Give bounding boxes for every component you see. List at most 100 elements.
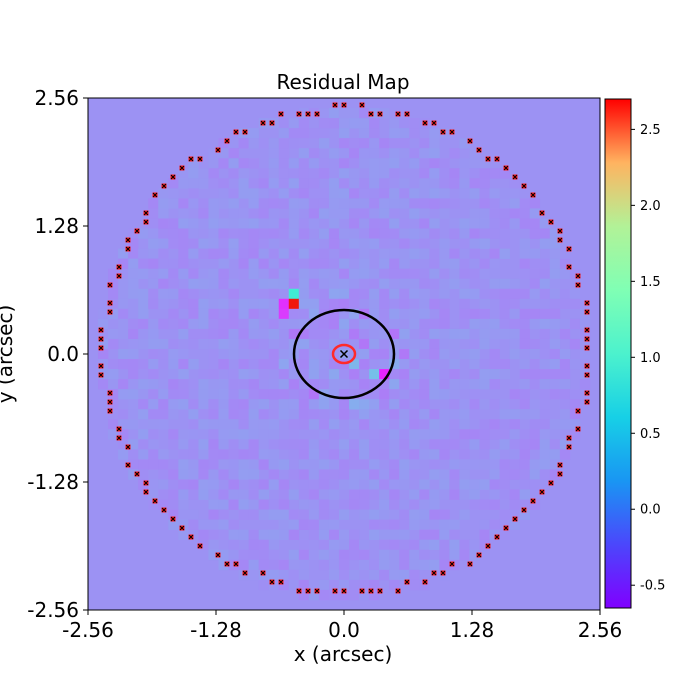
heatmap-pixel bbox=[238, 318, 249, 330]
heatmap-pixel bbox=[128, 369, 139, 380]
heatmap-pixel bbox=[278, 308, 290, 320]
heatmap-pixel bbox=[228, 228, 239, 239]
heatmap-pixel bbox=[228, 318, 239, 330]
heatmap-pixel bbox=[439, 549, 450, 561]
heatmap-pixel bbox=[248, 399, 259, 410]
heatmap-pixel bbox=[198, 489, 209, 500]
heatmap-pixel bbox=[188, 248, 199, 259]
heatmap-pixel bbox=[419, 379, 430, 390]
heatmap-pixel bbox=[509, 348, 520, 360]
heatmap-pixel bbox=[529, 429, 541, 440]
heatmap-pixel bbox=[148, 409, 159, 420]
heatmap-pixel bbox=[549, 228, 561, 239]
heatmap-pixel bbox=[238, 218, 249, 229]
heatmap-pixel bbox=[399, 348, 410, 360]
heatmap-pixel bbox=[268, 248, 280, 259]
heatmap-pixel bbox=[549, 268, 561, 280]
heatmap-pixel bbox=[278, 268, 290, 280]
border-marker-cross bbox=[278, 579, 284, 585]
heatmap-pixel bbox=[359, 539, 370, 551]
border-marker-cross bbox=[242, 129, 248, 135]
heatmap-pixels bbox=[88, 98, 600, 610]
heatmap-pixel bbox=[349, 318, 360, 330]
heatmap-pixel bbox=[258, 178, 270, 189]
heatmap-pixel bbox=[369, 389, 380, 400]
heatmap-pixel bbox=[489, 228, 500, 239]
heatmap-pixel bbox=[349, 178, 360, 189]
heatmap-pixel bbox=[409, 118, 420, 129]
heatmap-pixel bbox=[248, 459, 259, 470]
heatmap-pixel bbox=[349, 238, 360, 249]
heatmap-pixel bbox=[389, 228, 400, 239]
heatmap-pixel bbox=[238, 379, 249, 390]
heatmap-pixel bbox=[108, 409, 119, 420]
heatmap-pixel bbox=[409, 459, 420, 470]
border-marker-cross bbox=[467, 138, 473, 144]
heatmap-pixel bbox=[308, 409, 320, 420]
heatmap-pixel bbox=[509, 419, 520, 430]
border-marker-cross bbox=[341, 102, 347, 108]
heatmap-pixel bbox=[379, 318, 390, 330]
heatmap-pixel bbox=[519, 238, 531, 249]
heatmap-pixel bbox=[529, 298, 541, 310]
heatmap-pixel bbox=[459, 539, 470, 551]
heatmap-pixel bbox=[469, 308, 480, 320]
border-marker-cross bbox=[197, 543, 203, 549]
heatmap-pixel bbox=[349, 198, 360, 209]
heatmap-pixel bbox=[479, 238, 490, 249]
heatmap-pixel bbox=[128, 379, 139, 390]
heatmap-pixel bbox=[449, 559, 460, 571]
heatmap-pixel bbox=[218, 178, 229, 189]
heatmap-pixel bbox=[379, 569, 390, 581]
heatmap-pixel bbox=[168, 318, 179, 330]
heatmap-pixel bbox=[298, 559, 310, 571]
heatmap-pixel bbox=[268, 198, 280, 209]
heatmap-pixel bbox=[499, 328, 510, 340]
heatmap-pixel bbox=[258, 369, 270, 380]
heatmap-pixel bbox=[399, 228, 410, 239]
heatmap-pixel bbox=[248, 389, 259, 400]
border-marker-cross bbox=[107, 282, 113, 288]
x-axis-label: x (arcsec) bbox=[294, 642, 393, 666]
heatmap-pixel bbox=[359, 178, 370, 189]
heatmap-pixel bbox=[379, 539, 390, 551]
heatmap-pixel bbox=[379, 228, 390, 239]
heatmap-pixel bbox=[519, 218, 531, 229]
heatmap-pixel bbox=[449, 248, 460, 259]
heatmap-pixel bbox=[268, 138, 280, 149]
heatmap-pixel bbox=[328, 449, 340, 460]
heatmap-pixel bbox=[399, 509, 410, 520]
heatmap-pixel bbox=[489, 499, 500, 510]
heatmap-pixel bbox=[389, 449, 400, 460]
heatmap-pixel bbox=[288, 529, 300, 541]
border-marker-cross bbox=[440, 570, 446, 576]
heatmap-pixel bbox=[379, 258, 390, 269]
heatmap-pixel bbox=[248, 529, 259, 541]
heatmap-pixel bbox=[158, 359, 169, 370]
heatmap-pixel bbox=[479, 439, 490, 450]
heatmap-pixel bbox=[218, 429, 229, 440]
heatmap-pixel bbox=[338, 148, 350, 159]
heatmap-pixel bbox=[419, 338, 430, 350]
heatmap-pixel bbox=[298, 479, 310, 490]
heatmap-pixel bbox=[238, 509, 249, 520]
heatmap-pixel bbox=[389, 429, 400, 440]
heatmap-pixel bbox=[359, 399, 370, 410]
heatmap-pixel bbox=[328, 188, 340, 199]
heatmap-pixel bbox=[228, 218, 239, 229]
heatmap-pixel bbox=[328, 308, 340, 320]
plot-area bbox=[87, 97, 601, 611]
heatmap-pixel bbox=[298, 449, 310, 460]
border-marker-cross bbox=[485, 156, 491, 162]
heatmap-pixel bbox=[439, 409, 450, 420]
heatmap-pixel bbox=[278, 559, 290, 571]
heatmap-pixel bbox=[409, 469, 420, 480]
heatmap-pixel bbox=[318, 449, 330, 460]
heatmap-pixel bbox=[118, 439, 129, 450]
heatmap-pixel bbox=[549, 318, 561, 330]
heatmap-pixel bbox=[118, 248, 129, 259]
heatmap-pixel bbox=[328, 399, 340, 410]
colorbar-tick-label: 2.5 bbox=[640, 123, 661, 138]
heatmap-pixel bbox=[228, 298, 239, 310]
heatmap-pixel bbox=[188, 409, 199, 420]
